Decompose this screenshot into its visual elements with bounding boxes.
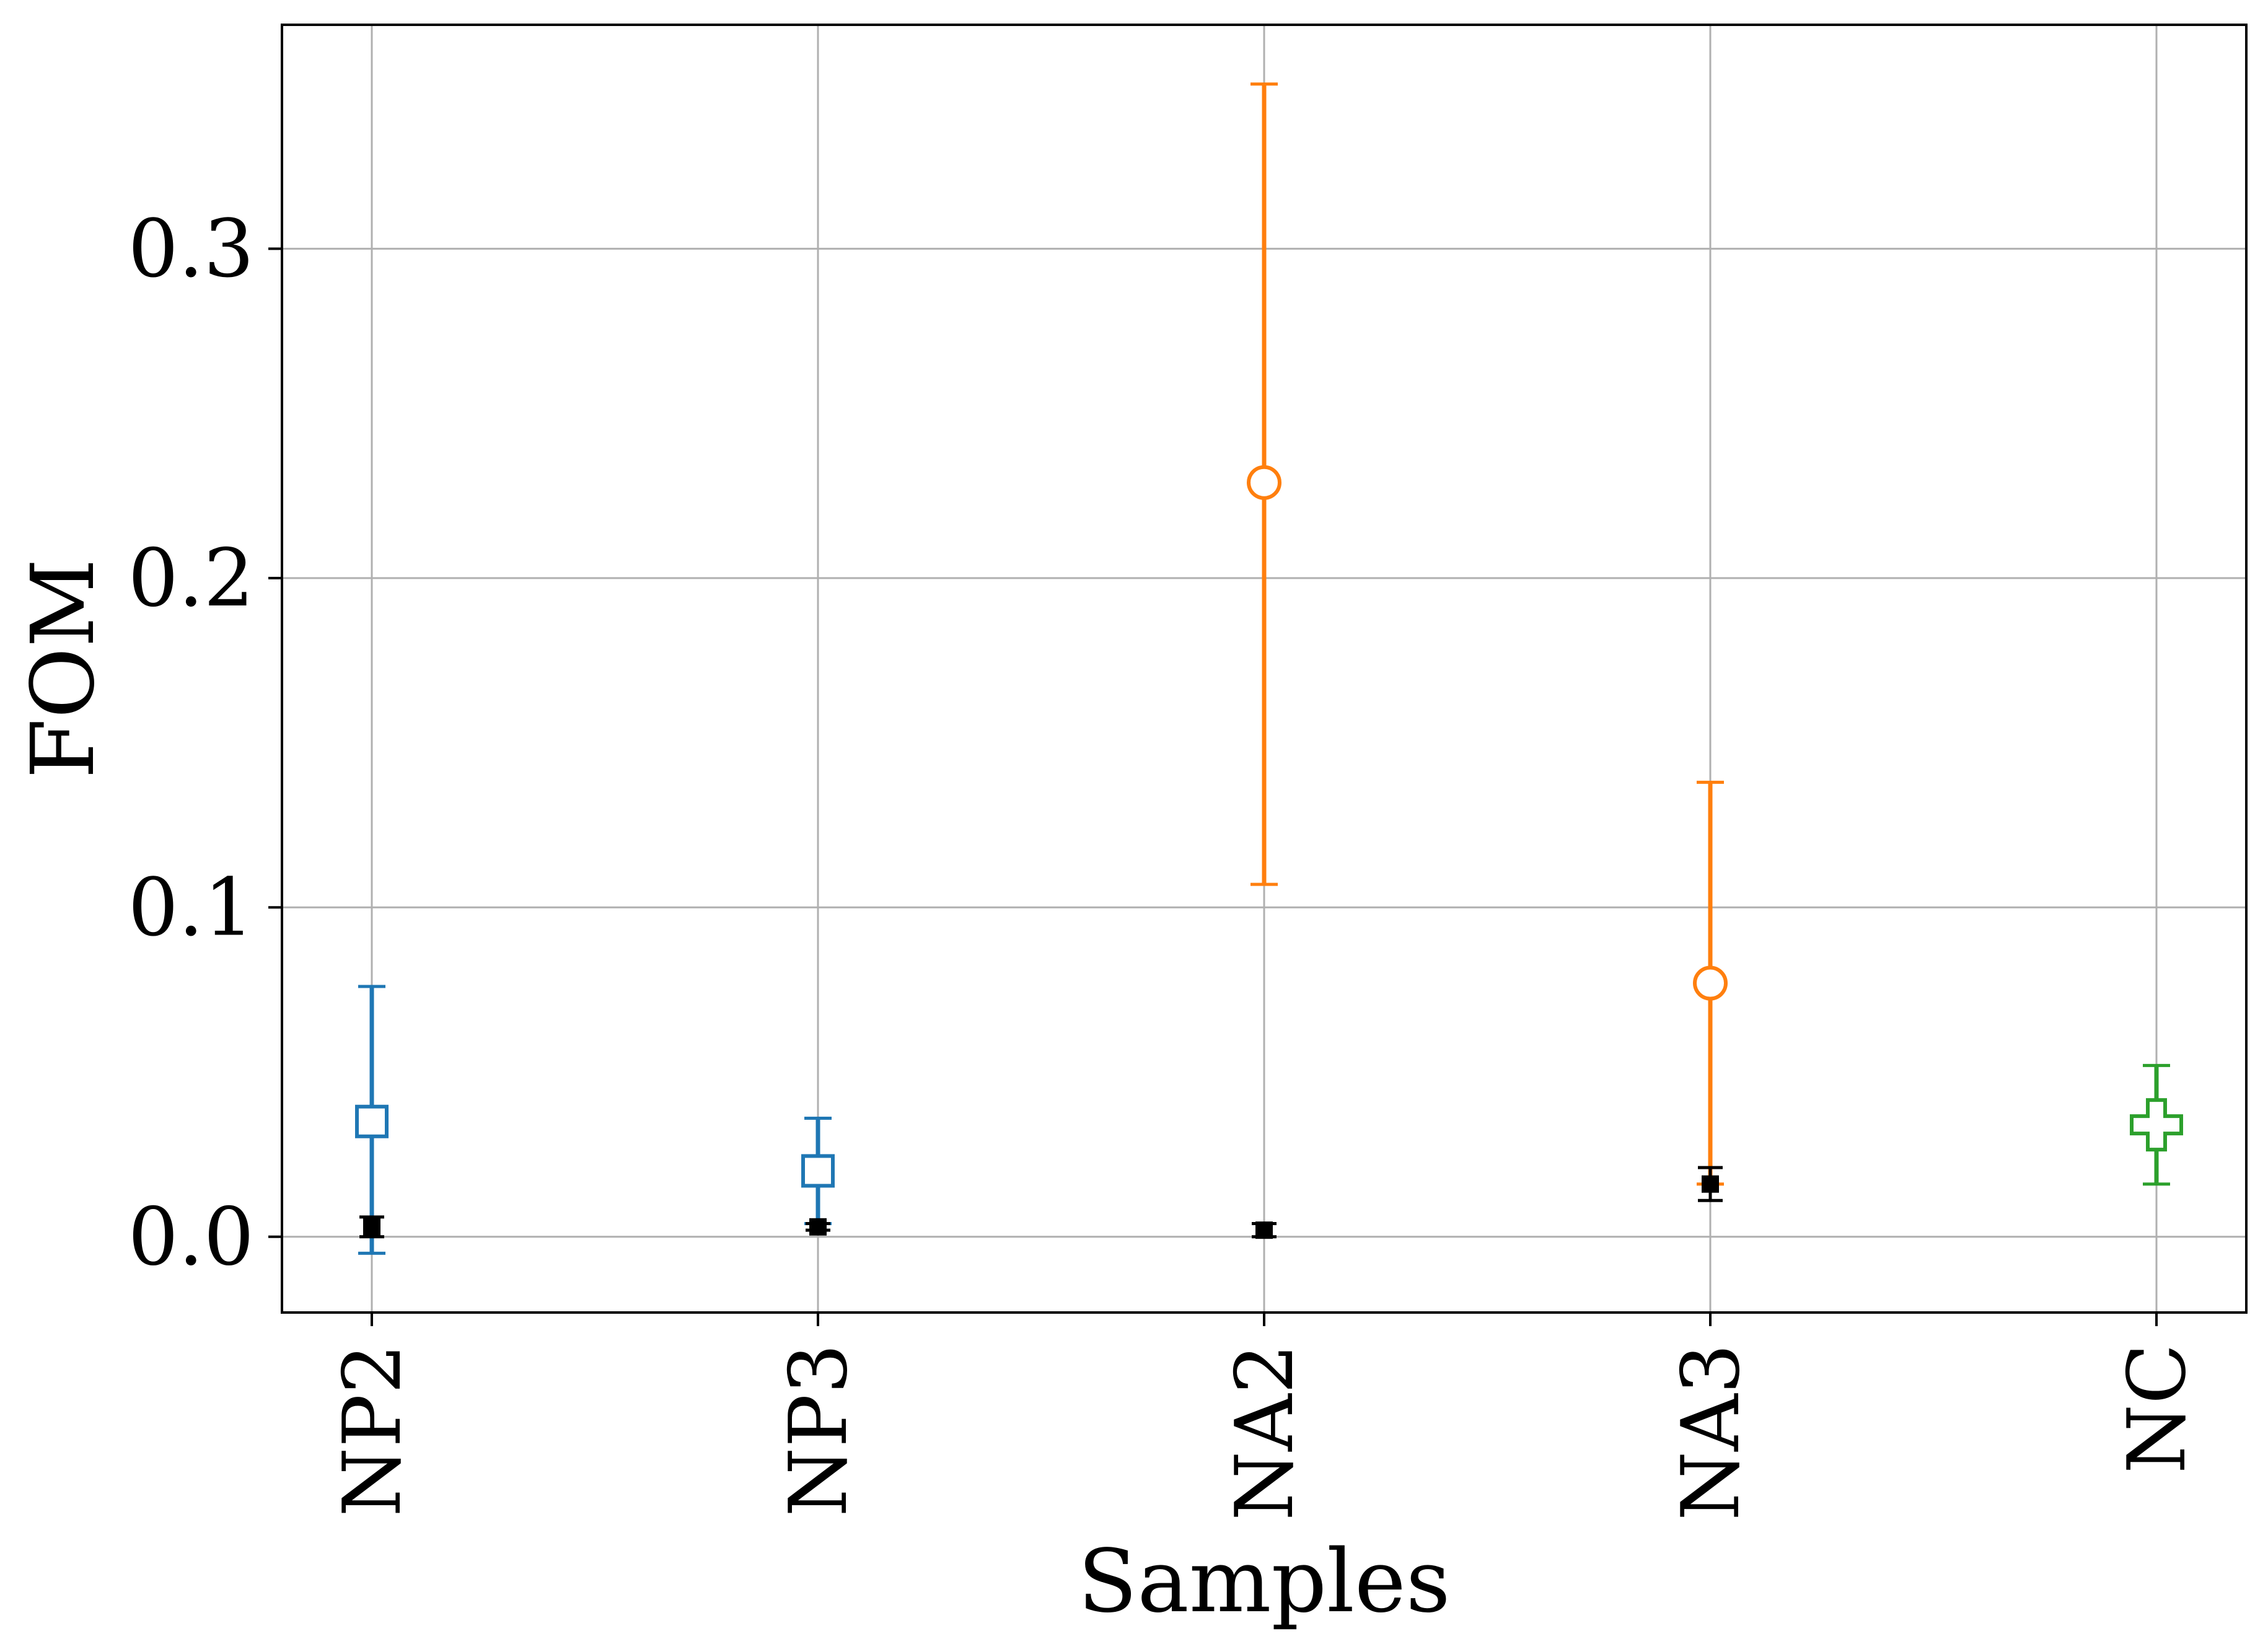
x-tick-label: NA2 <box>1219 1343 1311 1521</box>
axis-ticks: NP2 NP3 NA2 NA3 NC 0.0 0.1 0.2 0.3 <box>128 203 2204 1520</box>
plot-frame <box>281 24 2248 1314</box>
y-tick-label: 0.2 <box>128 532 254 625</box>
x-tick-label: NP3 <box>773 1343 865 1517</box>
x-tick-label: NA3 <box>1665 1343 1757 1521</box>
data-marks <box>355 82 2183 1255</box>
y-tick-label: 0.3 <box>128 203 254 295</box>
x-tick-label: NP2 <box>327 1343 419 1517</box>
data-point-filled-square <box>1702 1175 1719 1193</box>
y-axis-label: FOM <box>13 558 114 778</box>
y-tick-label: 0.1 <box>128 861 254 954</box>
data-point-filled-square <box>809 1218 827 1236</box>
data-point-plus <box>2130 1098 2183 1152</box>
x-axis-label: Samples <box>1078 1531 1450 1632</box>
data-point-filled-square <box>363 1218 380 1236</box>
data-point-circle <box>1693 965 1728 1001</box>
x-tick-label: NC <box>2111 1343 2204 1474</box>
data-point-square <box>355 1104 389 1138</box>
data-point-circle <box>1247 465 1281 500</box>
data-point-filled-square <box>1255 1221 1273 1239</box>
data-point-square <box>801 1154 835 1188</box>
y-tick-label: 0.0 <box>128 1191 254 1283</box>
